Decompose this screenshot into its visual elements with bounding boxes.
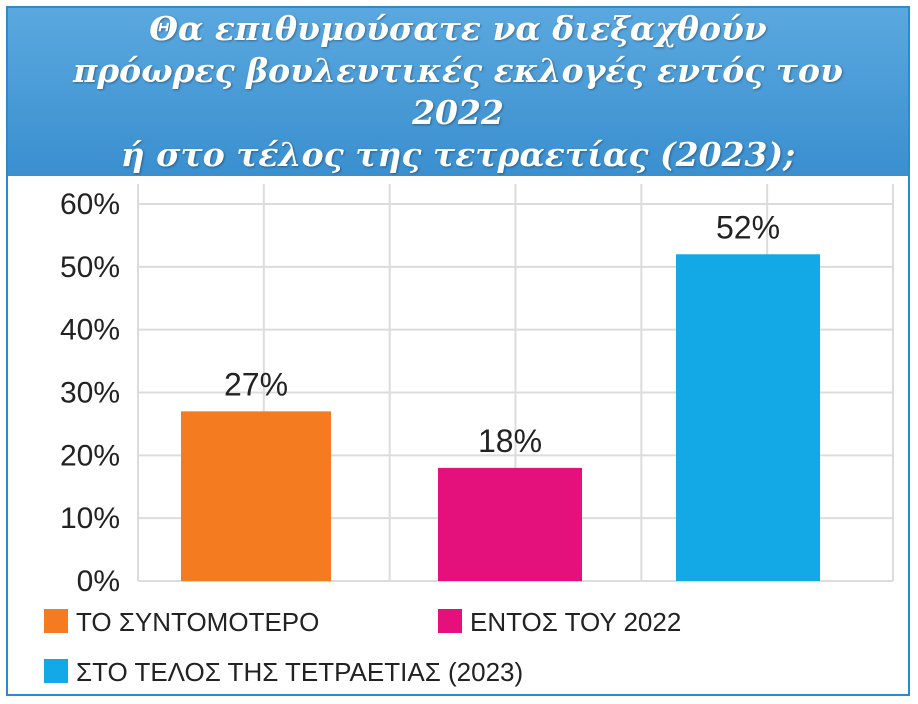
bar-chart: 0% 10% 20% 30% 40% 50% 60% 27% 18% 52% ΤΟ ΣΥΝΤΟΜ… (44, 184, 894, 687)
legend-label: ΣΤΟ ΤΕΛΟΣ ΤΗΣ ΤΕΤΡΑΕΤΙΑΣ (2023) (76, 657, 523, 687)
y-axis: 0% 10% 20% 30% 40% 50% 60% (60, 188, 120, 598)
title-line-1: Θα επιθυμούσατε να διεξαχθούν (149, 9, 767, 48)
chart-frame: Θα επιθυμούσατε να διεξαχθούν πρόωρες βο… (6, 6, 910, 696)
legend-swatch (44, 659, 68, 683)
legend-label: ΤΟ ΣΥΝΤΟΜΟΤΕΡΟ (76, 607, 319, 637)
bars (181, 254, 820, 581)
bar (181, 411, 331, 581)
legend-swatch (438, 609, 462, 633)
y-tick-label: 30% (60, 377, 120, 410)
data-label: 27% (224, 366, 288, 402)
y-tick-label: 40% (60, 314, 120, 347)
chart-title: Θα επιθυμούσατε να διεξαχθούν πρόωρες βο… (68, 8, 848, 176)
legend: ΤΟ ΣΥΝΤΟΜΟΤΕΡΟ ΕΝΤΟΣ ΤΟΥ 2022 ΣΤΟ ΤΕΛΟΣ ΤΗ… (44, 607, 681, 687)
data-label: 52% (716, 209, 780, 245)
y-tick-label: 10% (60, 502, 120, 535)
legend-swatch (44, 609, 68, 633)
bar (676, 254, 820, 581)
bar (438, 467, 582, 581)
title-line-3: ή στο τέλος της τετραετίας (2023); (120, 135, 796, 174)
title-bar: Θα επιθυμούσατε να διεξαχθούν πρόωρες βο… (8, 8, 908, 176)
data-labels: 27% 18% 52% (224, 209, 780, 459)
y-tick-label: 0% (77, 565, 120, 598)
chart-area: 0% 10% 20% 30% 40% 50% 60% 27% 18% 52% ΤΟ ΣΥΝΤΟΜ… (8, 176, 908, 694)
title-line-2: πρόωρες βουλευτικές εκλογές εντός του 20… (73, 51, 843, 132)
y-tick-label: 50% (60, 251, 120, 284)
y-tick-label: 20% (60, 439, 120, 472)
legend-label: ΕΝΤΟΣ ΤΟΥ 2022 (470, 607, 681, 637)
data-label: 18% (478, 423, 542, 459)
y-tick-label: 60% (60, 188, 120, 221)
